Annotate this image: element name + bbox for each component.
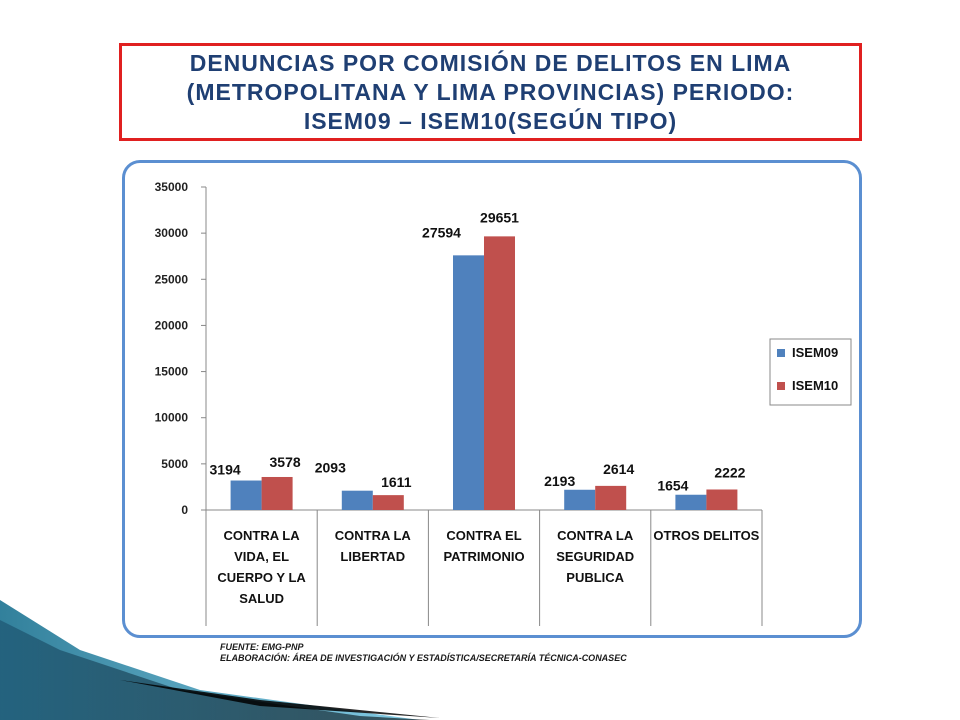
legend-label: ISEM10 [792,378,838,393]
data-label: 3194 [210,462,241,478]
x-tick-label: SEGURIDAD [556,549,634,564]
x-tick-label: LIBERTAD [340,549,405,564]
x-tick-label: CONTRA EL [446,528,521,543]
bar-isem09 [564,490,595,510]
bar-isem09 [231,481,262,510]
x-tick-label: CONTRA LA [224,528,301,543]
bar-isem10 [706,489,737,510]
bar-isem10 [595,486,626,510]
bar-isem09 [675,495,706,510]
y-tick-label: 15000 [155,365,189,379]
data-label: 3578 [270,454,301,470]
data-label: 29651 [480,209,519,225]
data-label: 27594 [422,224,461,240]
legend-swatch [777,349,785,357]
title-line-1: DENUNCIAS POR COMISIÓN DE DELITOS EN LIM… [187,49,795,78]
title-box: DENUNCIAS POR COMISIÓN DE DELITOS EN LIM… [119,43,862,141]
y-tick-label: 5000 [161,457,188,471]
x-tick-label: SALUD [239,591,284,606]
bar-isem10 [262,477,293,510]
elaboration-line: ELABORACIÓN: ÁREA DE INVESTIGACIÓN Y EST… [220,653,627,664]
bar-chart: 0 5000 10000 15000 20000 25000 30000 35000 CONTR… [125,163,859,635]
data-label: 2614 [603,461,634,477]
y-tick-label: 30000 [155,226,189,240]
legend-label: ISEM09 [792,345,838,360]
y-tick-label: 10000 [155,411,189,425]
x-tick-label: CONTRA LA [335,528,412,543]
x-tick-label: PATRIMONIO [443,549,524,564]
x-tick-label: OTROS DELITOS [653,528,759,543]
data-label: 1654 [657,478,688,494]
title-line-2: (METROPOLITANA Y LIMA PROVINCIAS) PERIOD… [187,78,795,107]
page-title: DENUNCIAS POR COMISIÓN DE DELITOS EN LIM… [177,49,805,136]
x-tick-label: CUERPO Y LA [217,570,306,585]
data-label: 2222 [714,464,745,480]
data-label: 1611 [381,474,412,490]
title-line-3: ISEM09 – ISEM10(SEGÚN TIPO) [187,107,795,136]
y-tick-label: 25000 [155,272,189,286]
bar-isem09 [453,255,484,510]
chart-frame: 0 5000 10000 15000 20000 25000 30000 35000 CONTR… [122,160,862,638]
x-tick-label: VIDA, EL [234,549,289,564]
y-tick-label: 0 [181,503,188,517]
x-tick-label: CONTRA LA [557,528,634,543]
bar-isem10 [373,495,404,510]
y-tick-label: 20000 [155,318,189,332]
bar-isem09 [342,491,373,510]
bar-isem10 [484,236,515,510]
source-line: FUENTE: EMG-PNP [220,642,627,653]
x-tick-label: PUBLICA [566,570,624,585]
source-note: FUENTE: EMG-PNP ELABORACIÓN: ÁREA DE INV… [220,642,627,664]
data-label: 2093 [315,460,346,476]
legend-swatch [777,382,785,390]
data-label: 2193 [544,473,575,489]
y-tick-label: 35000 [155,180,189,194]
